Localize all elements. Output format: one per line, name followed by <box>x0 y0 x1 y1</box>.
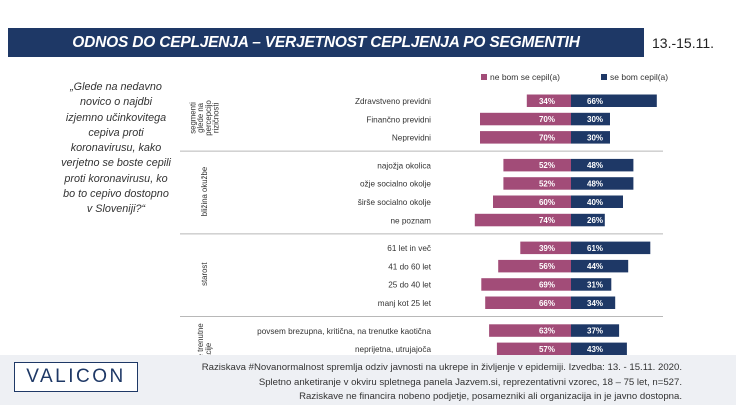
data-label-yes: 61% <box>587 244 603 253</box>
group-label: percepcijo <box>204 100 213 136</box>
footnote: Raziskava #Novanormalnost spremlja odziv… <box>162 361 682 405</box>
bar-no <box>481 278 571 291</box>
bar-no <box>526 94 571 107</box>
data-label-no: 52% <box>539 180 555 189</box>
data-label-yes: 66% <box>587 97 603 106</box>
legend-label-no: ne bom se cepil(a) <box>490 72 560 82</box>
data-label-yes: 48% <box>587 180 603 189</box>
bar-no <box>498 259 571 273</box>
category-label: ožje socialno okolje <box>360 180 431 189</box>
category-label: povsem brezupna, kritična, na trenutke k… <box>257 327 431 336</box>
footnote-line-2: Spletno anketiranje v okviru spletnega p… <box>258 376 682 388</box>
data-label-yes: 30% <box>587 133 603 142</box>
bar-yes <box>571 259 629 273</box>
group-label: glede na <box>196 102 205 133</box>
page-title: ODNOS DO CEPLJENJA – VERJETNOST CEPLJENJ… <box>72 33 580 51</box>
data-label-yes: 37% <box>587 327 603 336</box>
legend-swatch-yes <box>601 74 607 80</box>
bar-no <box>496 342 571 355</box>
category-label: najožja okolica <box>377 161 431 170</box>
data-label-yes: 26% <box>587 216 603 225</box>
category-label: širše socialno okolje <box>358 198 432 207</box>
data-label-yes: 31% <box>587 281 603 290</box>
valicon-logo: VALICON <box>14 362 138 392</box>
category-label: 25 do 40 let <box>388 281 432 290</box>
data-label-yes: 48% <box>587 161 603 170</box>
bar-no <box>493 195 571 208</box>
bar-no <box>489 324 571 337</box>
category-label: manj kot 25 let <box>378 299 432 308</box>
bar-yes <box>571 342 627 355</box>
bar-yes <box>571 158 634 172</box>
bar-no <box>503 158 571 172</box>
group-label: segmenti <box>189 102 198 134</box>
bar-no <box>503 177 571 190</box>
category-label: ne poznam <box>390 216 431 225</box>
data-label-no: 57% <box>539 345 555 354</box>
group-label: rizičnosti <box>211 103 220 134</box>
group-label: situacije <box>204 343 213 355</box>
legend-swatch-no <box>481 74 487 80</box>
title-bar: ODNOS DO CEPLJENJA – VERJETNOST CEPLJENJ… <box>8 28 644 57</box>
group-label: doživljanje trenutne <box>196 323 205 355</box>
legend-label-yes: se bom cepil(a) <box>610 72 668 82</box>
bar-yes <box>571 112 610 126</box>
category-label: Zdravstveno previdni <box>355 97 431 106</box>
data-label-yes: 30% <box>587 115 603 124</box>
bar-no <box>480 112 571 126</box>
category-label: neprijetna, utrujajoča <box>355 345 431 354</box>
bar-yes <box>571 241 651 255</box>
category-label: 41 do 60 let <box>388 262 432 271</box>
group-label: bližina okužbe <box>200 167 209 216</box>
bar-no <box>520 241 571 255</box>
data-label-no: 60% <box>539 198 555 207</box>
data-label-no: 70% <box>539 115 555 124</box>
diverging-bar-chart: ne bom se cepil(a) se bom cepil(a) segment… <box>180 72 668 355</box>
data-label-no: 63% <box>539 327 555 336</box>
bar-no <box>474 213 571 227</box>
data-label-no: 39% <box>539 244 555 253</box>
data-label-no: 66% <box>539 299 555 308</box>
group-label: starost <box>200 262 209 286</box>
bar-yes <box>571 296 616 309</box>
survey-question: „Glede na nedavno novico o najdbi izjemn… <box>61 81 171 216</box>
bar-yes <box>571 278 612 291</box>
bar-yes <box>571 131 610 144</box>
date-range: 13.-15.11. <box>652 35 715 51</box>
data-label-yes: 40% <box>587 198 603 207</box>
data-label-no: 74% <box>539 216 555 225</box>
footnote-line-1: Raziskava #Novanormalnost spremlja odziv… <box>201 362 682 373</box>
bar-no <box>480 131 571 144</box>
category-label: Neprevidni <box>392 134 431 143</box>
data-label-no: 34% <box>539 97 555 106</box>
footnote-line-3: Raziskave ne financira nobeno podjetje, … <box>299 391 682 403</box>
category-label: 61 let in več <box>387 244 431 253</box>
bar-yes <box>571 177 634 190</box>
bar-yes <box>571 324 620 337</box>
bar-no <box>485 296 571 309</box>
bar-yes <box>571 94 657 107</box>
data-label-no: 69% <box>539 281 555 290</box>
bar-yes <box>571 195 623 208</box>
data-label-no: 56% <box>539 262 555 271</box>
data-label-yes: 44% <box>587 262 603 271</box>
category-label: Finančno previdni <box>366 115 431 124</box>
data-label-no: 52% <box>539 161 555 170</box>
data-label-yes: 43% <box>587 345 603 354</box>
data-label-yes: 34% <box>587 299 603 308</box>
data-label-no: 70% <box>539 133 555 142</box>
bar-yes <box>571 213 605 227</box>
